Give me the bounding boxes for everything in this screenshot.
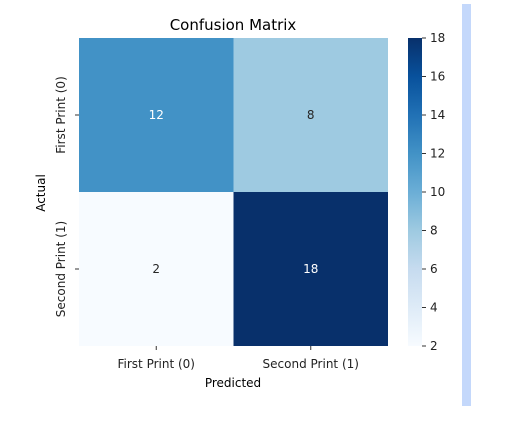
y-tick-label: First Print (0)	[54, 76, 68, 153]
colorbar	[408, 38, 422, 346]
x-axis-title: Predicted	[205, 376, 261, 390]
colorbar-ticks: 2 4 6 8 10 12 14 16 18	[422, 31, 445, 353]
cell-value-label: 12	[149, 108, 164, 122]
colorbar-tick-label: 18	[430, 31, 445, 45]
colorbar-tick-label: 2	[430, 339, 438, 353]
side-scrollbar-strip	[462, 4, 471, 406]
heatmap-cells: 12 8 2 18	[79, 38, 388, 346]
heatmap-cell	[233, 38, 388, 192]
y-tick-label: Second Print (1)	[54, 221, 68, 317]
colorbar-tick-label: 4	[430, 301, 438, 315]
colorbar-tick-label: 8	[430, 224, 438, 238]
y-axis-ticks: First Print (0) Second Print (1)	[54, 76, 79, 317]
colorbar-tick-label: 14	[430, 108, 445, 122]
colorbar-tick-label: 10	[430, 185, 445, 199]
cell-value-label: 18	[303, 262, 318, 276]
heatmap-cell	[79, 192, 234, 346]
y-axis-title: Actual	[34, 174, 48, 212]
colorbar-tick-label: 6	[430, 262, 438, 276]
colorbar-tick-label: 16	[430, 70, 445, 84]
cell-value-label: 8	[307, 108, 315, 122]
x-tick-label: Second Print (1)	[263, 357, 359, 371]
x-tick-label: First Print (0)	[118, 357, 195, 371]
colorbar-tick-label: 12	[430, 147, 445, 161]
heatmap-cell	[233, 192, 388, 346]
cell-value-label: 2	[152, 262, 160, 276]
heatmap-cell	[79, 38, 234, 192]
chart-title: Confusion Matrix	[170, 16, 297, 34]
x-axis-ticks: First Print (0) Second Print (1)	[118, 346, 359, 371]
